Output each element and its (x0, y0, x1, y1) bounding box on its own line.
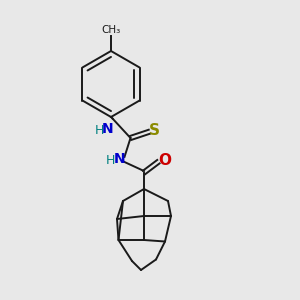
Text: H: H (94, 124, 104, 137)
Text: CH₃: CH₃ (101, 25, 121, 35)
Text: S: S (149, 123, 160, 138)
Text: N: N (114, 152, 126, 166)
Text: N: N (102, 122, 114, 136)
Text: O: O (158, 153, 172, 168)
Text: H: H (105, 154, 115, 167)
